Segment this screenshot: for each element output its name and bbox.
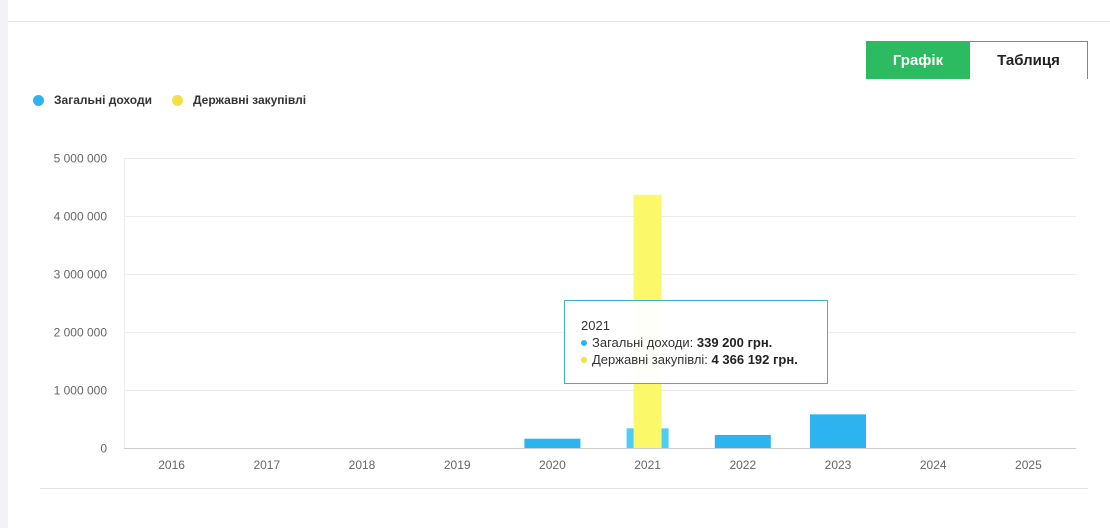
tooltip-year: 2021: [581, 318, 610, 333]
tooltip-label-income: Загальні доходи:: [592, 335, 694, 350]
bar-income-2022: [714, 434, 771, 448]
tab-table[interactable]: Таблиця: [970, 41, 1088, 79]
x-tick-label: 2025: [1015, 458, 1042, 472]
x-tick-label: 2023: [825, 458, 852, 472]
x-tick-label: 2018: [349, 458, 376, 472]
y-tick-label: 2 000 000: [54, 326, 108, 340]
left-strip: [0, 0, 8, 528]
legend-item-income[interactable]: Загальні доходи: [33, 93, 152, 107]
tooltip-row-procurement: Державні закупівлі: 4 366 192 грн.: [581, 351, 827, 368]
x-tick-label: 2020: [539, 458, 566, 472]
x-tick-label: 2016: [158, 458, 185, 472]
tooltip-label-procurement: Державні закупівлі:: [592, 352, 708, 367]
chart-tooltip: 2021 Загальні доходи: 339 200 грн. Держа…: [564, 300, 828, 384]
tooltip-dot-procurement: [581, 356, 587, 363]
legend-dot-procurement: [171, 94, 183, 106]
tab-chart[interactable]: Графік: [866, 41, 970, 79]
top-divider: [8, 21, 1110, 22]
y-tick-label: 5 000 000: [54, 152, 108, 166]
x-tick-label: 2019: [444, 458, 471, 472]
legend-label-procurement: Державні закупівлі: [192, 93, 307, 107]
x-tick-label: 2017: [253, 458, 280, 472]
y-tick-label: 4 000 000: [54, 210, 108, 224]
x-tick-label: 2022: [729, 458, 756, 472]
bar-income-2020: [524, 438, 581, 448]
x-tick-label: 2024: [920, 458, 947, 472]
y-tick-label: 0: [100, 442, 107, 456]
legend-item-procurement[interactable]: Державні закупівлі: [171, 93, 307, 107]
y-tick-label: 3 000 000: [54, 268, 108, 282]
y-tick-label: 1 000 000: [54, 384, 108, 398]
tooltip-value-procurement: 4 366 192 грн.: [711, 352, 798, 367]
bar-income-2023: [810, 414, 866, 448]
bottom-divider: [40, 488, 1088, 489]
tooltip-dot-income: [581, 339, 587, 346]
legend-label-income: Загальні доходи: [54, 93, 152, 107]
tooltip-value-income: 339 200 грн.: [696, 335, 773, 350]
view-tabs: Графік Таблиця: [866, 41, 1088, 79]
legend-dot-income: [33, 94, 44, 106]
x-tick-label: 2021: [634, 458, 661, 472]
chart-legend: Загальні доходи Державні закупівлі: [33, 93, 326, 107]
tooltip-row-income: Загальні доходи: 339 200 грн.: [581, 334, 827, 351]
